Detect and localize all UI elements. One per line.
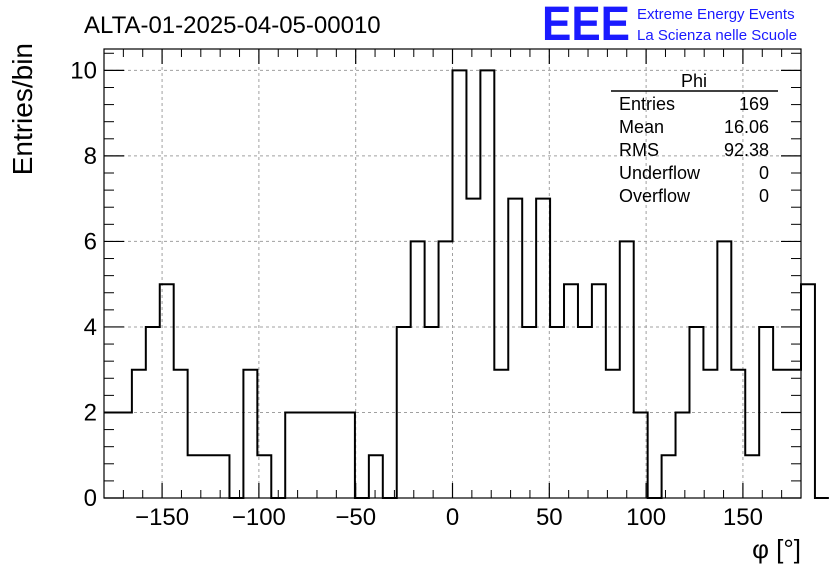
stats-label: Mean [619, 117, 664, 137]
x-tick-label: 150 [723, 504, 763, 531]
x-tick-label: −100 [232, 504, 286, 531]
stats-label: RMS [619, 140, 659, 160]
stats-label: Underflow [619, 163, 701, 183]
y-tick-label: 2 [84, 399, 97, 426]
x-axis-label: φ [°] [752, 534, 801, 564]
stats-box: Phi Entries 169 Mean 16.06 RMS 92.38 Underflow… [611, 71, 778, 206]
y-axis-label: Entries/bin [7, 43, 38, 175]
stats-value: 0 [759, 186, 769, 206]
y-tick-label: 6 [84, 228, 97, 255]
x-tick-label: 50 [536, 504, 563, 531]
tick-labels: −150 −100 −50 0 50 100 150 0 2 4 6 8 10 [70, 57, 763, 531]
stats-label: Overflow [619, 186, 691, 206]
stats-value: 169 [739, 94, 769, 114]
y-tick-label: 8 [84, 143, 97, 170]
stats-label: Entries [619, 94, 675, 114]
x-tick-label: −50 [335, 504, 376, 531]
histogram-series [104, 69, 829, 499]
chart-title: ALTA-01-2025-04-05-00010 [84, 12, 381, 39]
y-tick-label: 0 [84, 485, 97, 512]
logo-line-2: La Scienza nelle Scuole [637, 27, 797, 44]
eee-logo: EEE Extreme Energy Events La Scienza nel… [542, 0, 797, 51]
logo-mark: EEE [542, 0, 630, 51]
x-tick-label: −150 [135, 504, 189, 531]
stats-value: 92.38 [724, 140, 769, 160]
stats-value: 16.06 [724, 117, 769, 137]
stats-value: 0 [759, 163, 769, 183]
y-tick-label: 10 [70, 57, 97, 84]
stats-title: Phi [681, 71, 707, 91]
logo-line-1: Extreme Energy Events [637, 6, 795, 23]
x-tick-label: 0 [446, 504, 459, 531]
y-tick-label: 4 [84, 314, 97, 341]
stats-rows: Entries 169 Mean 16.06 RMS 92.38 Underflow 0 Ove… [619, 94, 769, 206]
axis-ticks [104, 49, 801, 499]
x-tick-label: 100 [626, 504, 666, 531]
